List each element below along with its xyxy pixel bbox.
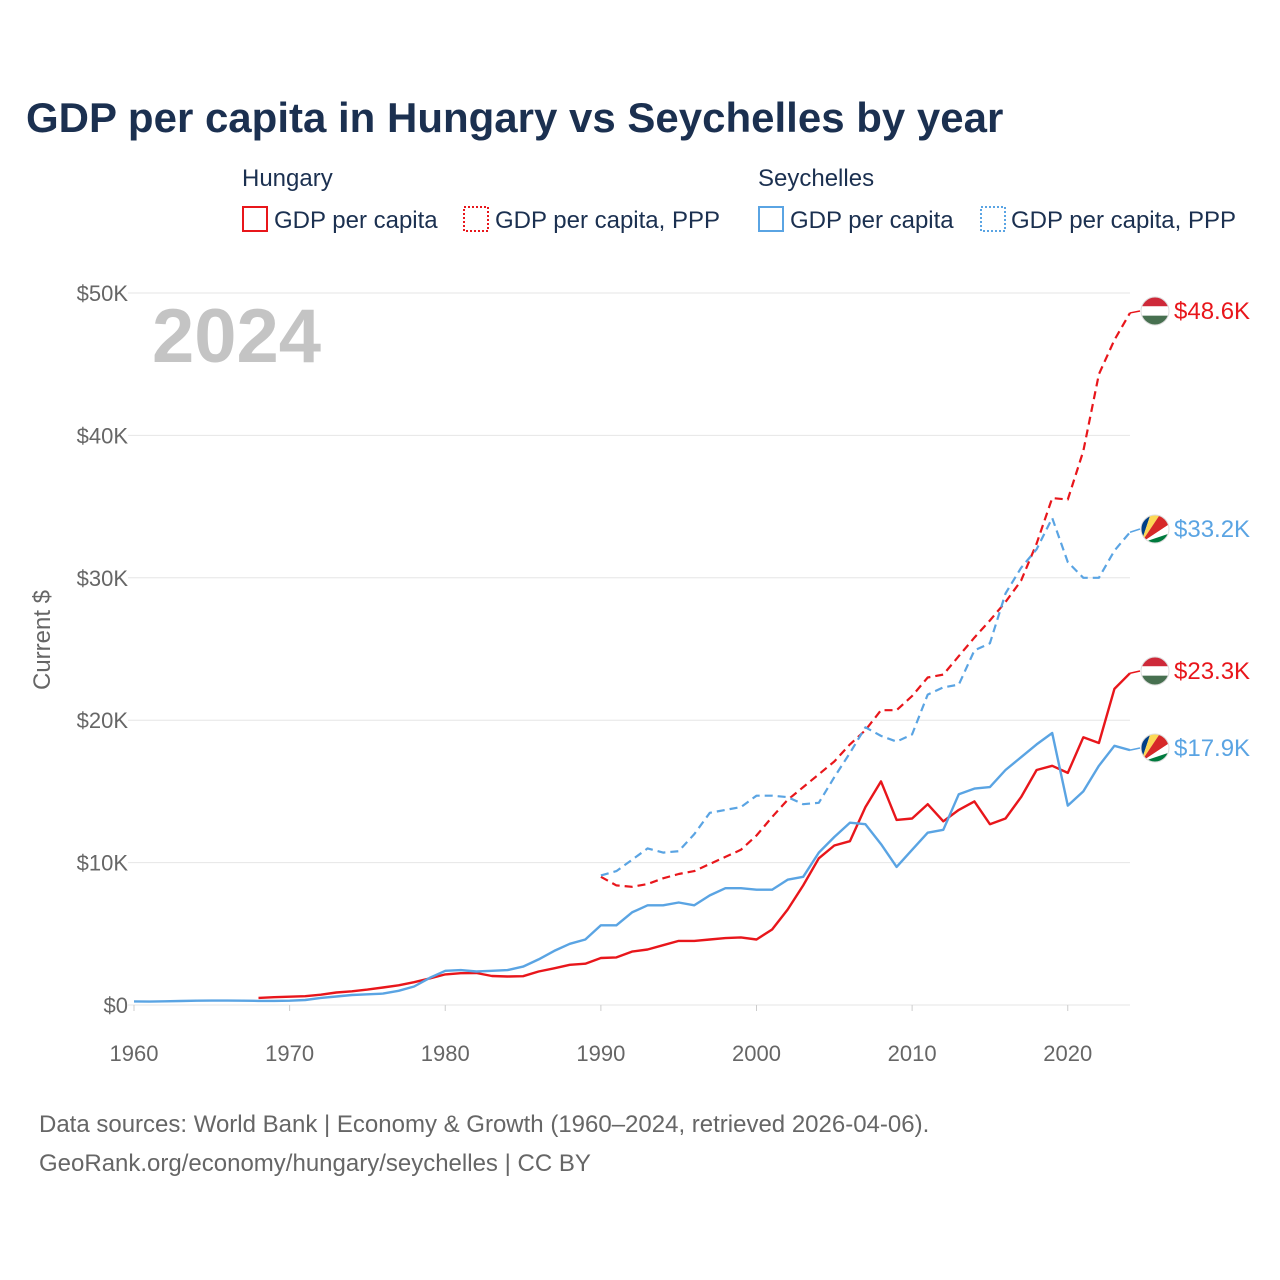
y-axis-label: Current $ [29, 590, 56, 690]
seychelles-flag-icon [1140, 733, 1170, 763]
series-line-hungary-ppp [600, 312, 1131, 888]
hungary-flag-icon [1140, 296, 1170, 326]
legend-label-hungary-ppp: GDP per capita, PPP [495, 207, 720, 234]
y-tick-label: $20K [77, 708, 129, 733]
x-tick-label: 1990 [576, 1041, 625, 1066]
x-tick-label: 2020 [1043, 1041, 1092, 1066]
end-labels: $23.3K $48.6K $17.9K $33.2K [1129, 296, 1250, 763]
year-watermark: 2024 [152, 294, 321, 379]
end-value-label: $33.2K [1174, 516, 1250, 543]
x-tick-label: 2010 [888, 1041, 937, 1066]
source-line-2: GeoRank.org/economy/hungary/seychelles |… [39, 1150, 591, 1177]
end-connector [1129, 528, 1141, 533]
legend-group-seychelles: Seychelles [758, 165, 874, 192]
legend-swatch-hungary-ppp [463, 206, 489, 232]
x-tick-label: 1970 [265, 1041, 314, 1066]
x-tick-label: 1980 [421, 1041, 470, 1066]
axes: $0 $10K $20K $30K $40K $50K 1960 1970 1980 1990 20… [77, 281, 1093, 1066]
y-tick-label: $30K [77, 566, 129, 591]
legend-label-seychelles-gdp: GDP per capita [790, 207, 954, 234]
end-connector [1129, 747, 1141, 751]
source-line-1: Data sources: World Bank | Economy & Gro… [39, 1111, 929, 1138]
legend-label-hungary-gdp: GDP per capita [274, 207, 438, 234]
y-tick-label: $10K [77, 851, 129, 876]
legend-label-seychelles-ppp: GDP per capita, PPP [1011, 207, 1236, 234]
y-tick-label: $40K [77, 423, 129, 448]
end-value-label: $23.3K [1174, 658, 1250, 685]
end-value-label: $48.6K [1174, 298, 1250, 325]
end-connector [1129, 310, 1141, 314]
hungary-flag-icon [1140, 656, 1170, 686]
x-tick-label: 1960 [110, 1041, 159, 1066]
grid [128, 292, 1130, 1006]
y-tick-label: $50K [77, 281, 129, 306]
series-line-seychelles-gdp [133, 731, 1131, 1003]
end-value-label: $17.9K [1174, 735, 1250, 762]
end-connector [1129, 670, 1141, 674]
series-line-hungary-gdp [258, 672, 1131, 1000]
legend-swatch-seychelles-gdp [758, 206, 784, 232]
legend-swatch-seychelles-ppp [980, 206, 1006, 232]
y-tick-label: $0 [104, 993, 128, 1018]
chart-title: GDP per capita in Hungary vs Seychelles … [26, 94, 1003, 141]
legend-group-hungary: Hungary [242, 165, 333, 192]
series-line-seychelles-ppp [600, 516, 1131, 877]
x-tick-label: 2000 [732, 1041, 781, 1066]
legend: Hungary GDP per capita GDP per capita, P… [242, 165, 1236, 234]
series [133, 312, 1131, 1003]
seychelles-flag-icon [1140, 514, 1170, 544]
legend-swatch-hungary-gdp [242, 206, 268, 232]
